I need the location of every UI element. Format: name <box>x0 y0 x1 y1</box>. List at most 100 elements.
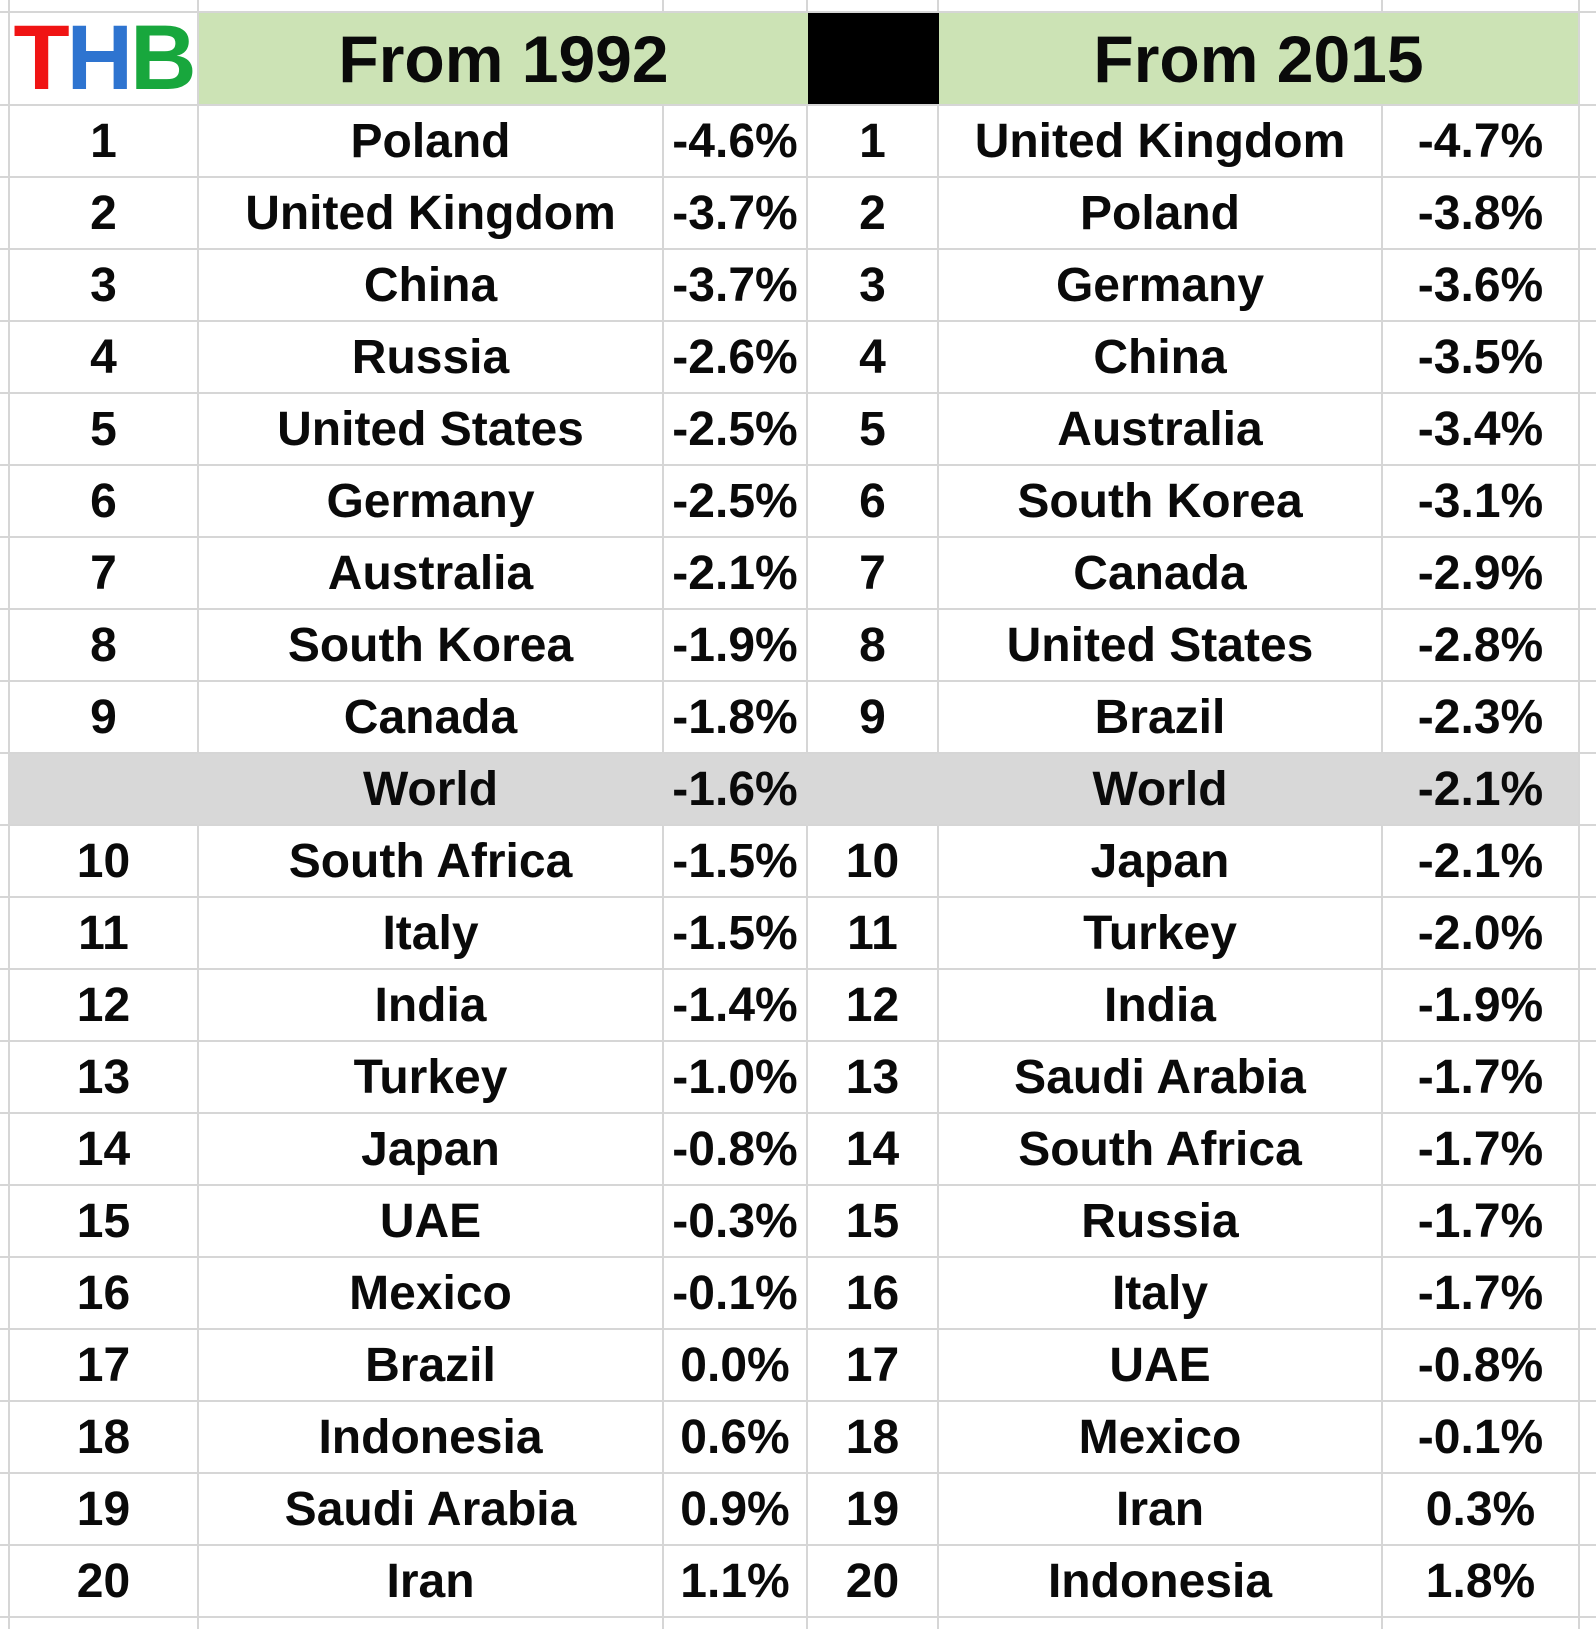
value-cell-1992: -2.1% <box>664 538 808 610</box>
rank-cell-2015: 1 <box>808 106 939 178</box>
table-row: 8 South Korea -1.9% 8 United States -2.8… <box>0 610 1596 682</box>
grid-cell <box>0 1618 10 1629</box>
rank-cell-1992: 14 <box>10 1114 199 1186</box>
grid-cell <box>1580 1114 1596 1186</box>
rank-cell-1992: 8 <box>10 610 199 682</box>
table-row: 19 Saudi Arabia 0.9% 19 Iran 0.3% <box>0 1474 1596 1546</box>
grid-cell <box>0 322 10 394</box>
country-cell-2015: Germany <box>939 250 1383 322</box>
country-cell-2015: Japan <box>939 826 1383 898</box>
country-cell-2015: Turkey <box>939 898 1383 970</box>
country-cell-2015: Iran <box>939 1474 1383 1546</box>
rank-cell-2015: 13 <box>808 1042 939 1114</box>
grid-cell <box>0 0 10 13</box>
country-cell-2015: Saudi Arabia <box>939 1042 1383 1114</box>
grid-cell <box>0 1186 10 1258</box>
value-cell-2015: -3.1% <box>1383 466 1580 538</box>
grid-cell <box>0 1474 10 1546</box>
country-cell-1992: Italy <box>199 898 664 970</box>
grid-cell <box>1383 0 1580 13</box>
country-cell-1992: Japan <box>199 1114 664 1186</box>
rank-cell-2015: 6 <box>808 466 939 538</box>
grid-cell <box>1580 826 1596 898</box>
country-cell-2015: Mexico <box>939 1402 1383 1474</box>
grid-cell <box>1580 0 1596 13</box>
value-cell-2015: -3.4% <box>1383 394 1580 466</box>
rank-cell-1992: 20 <box>10 1546 199 1618</box>
rank-cell-2015: 15 <box>808 1186 939 1258</box>
value-cell-1992: -1.4% <box>664 970 808 1042</box>
value-cell-2015: -3.6% <box>1383 250 1580 322</box>
grid-cell <box>0 466 10 538</box>
value-cell-2015: 0.3% <box>1383 1474 1580 1546</box>
country-cell-2015: India <box>939 970 1383 1042</box>
rank-cell-2015: 8 <box>808 610 939 682</box>
country-cell-2015: Russia <box>939 1186 1383 1258</box>
grid-cell <box>0 394 10 466</box>
grid-cell <box>0 1114 10 1186</box>
country-cell-2015: Australia <box>939 394 1383 466</box>
country-cell-2015: Indonesia <box>939 1546 1383 1618</box>
rank-cell-1992: 1 <box>10 106 199 178</box>
grid-cell <box>1580 1546 1596 1618</box>
rank-cell-2015: 2 <box>808 178 939 250</box>
country-cell-2015: UAE <box>939 1330 1383 1402</box>
rank-cell-1992: 16 <box>10 1258 199 1330</box>
rank-cell-1992: 18 <box>10 1402 199 1474</box>
table-row: 5 United States -2.5% 5 Australia -3.4% <box>0 394 1596 466</box>
value-cell-2015: -0.8% <box>1383 1330 1580 1402</box>
table-row: 3 China -3.7% 3 Germany -3.6% <box>0 250 1596 322</box>
value-cell-1992: -2.6% <box>664 322 808 394</box>
table-row: 2 United Kingdom -3.7% 2 Poland -3.8% <box>0 178 1596 250</box>
rank-cell-1992: 17 <box>10 1330 199 1402</box>
grid-cell <box>0 1546 10 1618</box>
grid-cell <box>1580 322 1596 394</box>
rank-cell-1992: 3 <box>10 250 199 322</box>
grid-cell <box>1580 898 1596 970</box>
grid-cell <box>0 250 10 322</box>
grid-cell <box>199 1618 664 1629</box>
value-cell-2015: -3.8% <box>1383 178 1580 250</box>
value-cell-2015: -4.7% <box>1383 106 1580 178</box>
grid-cell <box>1580 1258 1596 1330</box>
grid-cell <box>1580 1474 1596 1546</box>
value-cell-2015: -0.1% <box>1383 1402 1580 1474</box>
value-cell-1992: 0.0% <box>664 1330 808 1402</box>
country-cell-1992: Poland <box>199 106 664 178</box>
country-cell-2015: United Kingdom <box>939 106 1383 178</box>
value-cell-2015: -1.9% <box>1383 970 1580 1042</box>
country-cell-1992: China <box>199 250 664 322</box>
rank-cell-2015: 12 <box>808 970 939 1042</box>
value-cell-2015: -1.7% <box>1383 1258 1580 1330</box>
value-cell-2015: -2.9% <box>1383 538 1580 610</box>
country-cell-2015: Poland <box>939 178 1383 250</box>
grid-cell <box>939 1618 1383 1629</box>
country-cell-1992: South Korea <box>199 610 664 682</box>
country-cell-1992: Iran <box>199 1546 664 1618</box>
country-cell-2015: Canada <box>939 538 1383 610</box>
table-row: 10 South Africa -1.5% 10 Japan -2.1% <box>0 826 1596 898</box>
rank-cell-2015: 17 <box>808 1330 939 1402</box>
rank-cell-2015: 9 <box>808 682 939 754</box>
grid-cell <box>0 970 10 1042</box>
value-cell-1992: -1.6% <box>664 754 808 826</box>
grid-cell <box>0 538 10 610</box>
rank-cell-2015: 5 <box>808 394 939 466</box>
country-cell-2015: South Africa <box>939 1114 1383 1186</box>
country-cell-2015: World <box>939 754 1383 826</box>
rank-cell-1992: 12 <box>10 970 199 1042</box>
grid-cell <box>0 898 10 970</box>
country-cell-1992: Australia <box>199 538 664 610</box>
country-cell-1992: United States <box>199 394 664 466</box>
grid-cell <box>0 1042 10 1114</box>
rank-cell-1992 <box>10 754 199 826</box>
country-cell-2015: Brazil <box>939 682 1383 754</box>
country-cell-1992: Brazil <box>199 1330 664 1402</box>
ranking-rows: 1 Poland -4.6% 1 United Kingdom -4.7% 2 … <box>0 106 1596 1618</box>
rank-cell-1992: 7 <box>10 538 199 610</box>
country-cell-1992: Mexico <box>199 1258 664 1330</box>
rank-cell-2015: 16 <box>808 1258 939 1330</box>
grid-cell <box>664 1618 808 1629</box>
value-cell-1992: -2.5% <box>664 394 808 466</box>
